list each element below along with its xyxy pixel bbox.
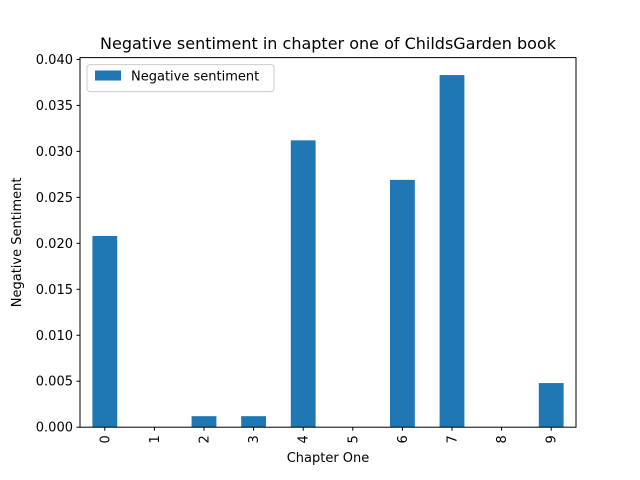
bar-6 (390, 179, 415, 428)
plot-area: 0.000 0.005 0.010 0.015 0.020 0.025 0.030 0.035… (36, 53, 577, 443)
legend: Negative sentiment (86, 64, 275, 93)
bar-2 (191, 416, 217, 428)
x-tick-label: 2 (198, 435, 213, 443)
bar-9 (538, 383, 564, 428)
x-axis-ticks: 0 1 2 3 4 5 6 7 8 9 (98, 427, 560, 443)
y-tick-label: 0.030 (36, 145, 73, 160)
y-tick-label: 0.040 (36, 53, 73, 68)
x-tick-label: 0 (98, 435, 113, 443)
x-tick-label: 3 (247, 435, 262, 443)
y-axis-label: Negative Sentiment (10, 178, 25, 308)
y-tick-label: 0.015 (36, 283, 73, 298)
legend-frame (86, 64, 275, 93)
x-axis-label: Chapter One (287, 451, 370, 466)
y-tick-label: 0.005 (36, 375, 73, 390)
bar-3 (241, 416, 266, 428)
legend-swatch (95, 70, 121, 81)
y-tick-label: 0.020 (36, 237, 73, 252)
chart-title: Negative sentiment in chapter one of Chi… (100, 34, 557, 53)
y-tick-label: 0.025 (36, 191, 73, 206)
x-tick-label: 7 (446, 435, 461, 443)
y-tick-label: 0.035 (36, 99, 73, 114)
bar-7 (439, 75, 465, 428)
x-tick-label: 6 (396, 435, 411, 443)
y-tick-label: 0.010 (36, 329, 73, 344)
x-tick-label: 8 (495, 435, 510, 443)
x-tick-label: 5 (346, 435, 361, 443)
x-tick-label: 4 (297, 435, 312, 443)
y-axis-ticks: 0.000 0.005 0.010 0.015 0.020 0.025 0.030 0.035… (36, 53, 80, 436)
x-tick-label: 9 (545, 435, 560, 443)
y-tick-label: 0.000 (36, 421, 73, 436)
legend-entry-negative-sentiment: Negative sentiment (131, 70, 259, 85)
plot-frame (79, 57, 577, 428)
bars-group (92, 75, 564, 428)
bar-0 (92, 235, 118, 428)
bar-4 (290, 140, 316, 428)
x-tick-label: 1 (148, 435, 163, 443)
